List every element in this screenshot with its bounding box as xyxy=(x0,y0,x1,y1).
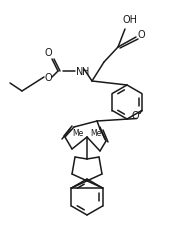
Text: O: O xyxy=(132,111,140,121)
Text: O: O xyxy=(137,30,145,40)
Text: H: H xyxy=(82,67,90,77)
Text: OH: OH xyxy=(122,15,137,25)
Text: O: O xyxy=(44,48,52,58)
Text: Me: Me xyxy=(72,128,84,137)
Text: Me: Me xyxy=(90,128,102,137)
Text: N: N xyxy=(76,67,84,77)
Text: O: O xyxy=(44,73,52,83)
